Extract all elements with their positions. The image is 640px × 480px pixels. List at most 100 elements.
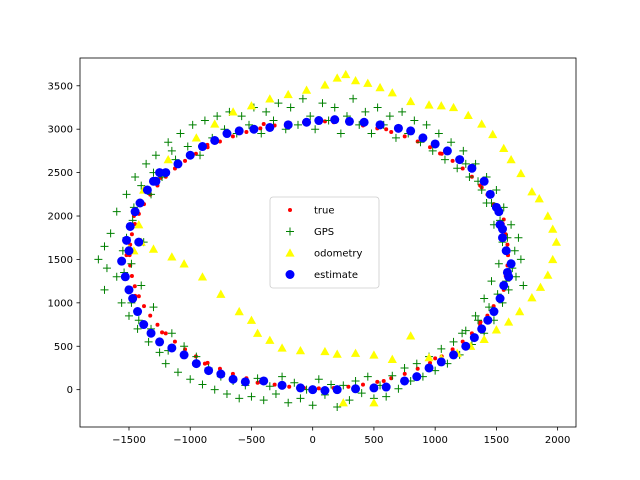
data-point-estimate: [494, 207, 504, 217]
data-point-odometry: [148, 244, 159, 253]
data-point-odometry: [210, 119, 220, 128]
data-point-true: [346, 384, 351, 389]
data-point-odometry: [387, 88, 397, 97]
data-point-estimate: [240, 377, 250, 387]
data-point-gps: [330, 103, 339, 112]
data-point-odometry: [535, 282, 546, 291]
data-point-true: [136, 294, 141, 299]
data-point-gps: [167, 146, 176, 155]
data-point-odometry: [341, 69, 351, 79]
data-point-odometry: [527, 187, 537, 196]
data-point-odometry: [516, 168, 526, 178]
data-point-gps: [477, 185, 486, 194]
data-point-gps: [102, 264, 111, 273]
data-point-gps: [507, 220, 516, 229]
data-point-true: [160, 330, 165, 335]
data-point-gps: [164, 138, 173, 147]
legend-marker-true: [288, 208, 292, 212]
data-point-gps: [94, 255, 103, 264]
data-point-estimate: [197, 142, 207, 152]
data-point-estimate: [483, 315, 493, 325]
data-point-true: [202, 361, 207, 366]
data-point-gps: [188, 120, 197, 129]
data-point-estimate: [122, 235, 132, 245]
data-point-estimate: [418, 133, 428, 143]
data-point-gps: [410, 116, 419, 125]
data-point-gps: [492, 185, 501, 194]
data-point-estimate: [155, 337, 165, 347]
x-tick-label: −500: [238, 435, 265, 446]
data-point-gps: [144, 337, 153, 346]
data-point-estimate: [210, 135, 220, 145]
data-point-gps: [298, 94, 307, 103]
data-point-estimate: [314, 116, 324, 126]
data-point-estimate: [430, 139, 440, 149]
data-point-gps: [196, 151, 205, 160]
data-point-gps: [485, 303, 494, 312]
data-point-estimate: [117, 256, 127, 266]
data-point-odometry: [369, 350, 379, 359]
legend: true GPS odometry estimate: [269, 196, 380, 289]
data-point-estimate: [142, 185, 152, 195]
data-point-estimate: [504, 272, 514, 282]
data-point-estimate: [461, 341, 471, 351]
data-point-estimate: [479, 176, 489, 186]
data-point-gps: [345, 396, 354, 405]
data-point-gps: [137, 181, 146, 190]
legend-label: odometry: [314, 249, 363, 260]
data-point-gps: [237, 112, 246, 121]
data-point-estimate: [130, 207, 140, 217]
data-point-gps: [373, 103, 382, 112]
data-point-estimate: [455, 155, 465, 165]
data-point-gps: [210, 385, 219, 394]
data-point-odometry: [406, 96, 416, 106]
data-point-odometry: [548, 224, 558, 233]
data-point-estimate: [369, 383, 379, 393]
data-point-gps: [180, 342, 189, 351]
data-point-estimate: [133, 307, 143, 317]
data-point-gps: [271, 390, 280, 399]
data-point-gps: [100, 285, 109, 294]
x-tick-label: −1500: [112, 435, 146, 446]
data-point-gps: [137, 281, 146, 290]
data-point-gps: [499, 203, 508, 212]
data-point-estimate: [506, 259, 516, 269]
data-point-odometry: [534, 194, 544, 203]
data-point-true: [478, 319, 483, 324]
y-tick-label: 3500: [48, 81, 73, 92]
data-point-gps: [183, 142, 192, 151]
data-point-estimate: [406, 126, 416, 136]
data-point-gps: [274, 99, 283, 108]
data-point-gps: [487, 277, 496, 286]
data-point-estimate: [228, 374, 238, 384]
data-point-true: [272, 382, 277, 387]
data-point-gps: [100, 242, 109, 251]
data-point-gps: [482, 198, 491, 207]
x-tick-label: 2000: [545, 435, 570, 446]
data-point-estimate: [436, 357, 446, 367]
data-point-true: [433, 356, 438, 361]
data-point-true: [316, 386, 321, 391]
data-point-estimate: [351, 384, 361, 394]
data-point-gps: [494, 259, 503, 268]
data-point-true: [230, 134, 235, 139]
data-point-true: [155, 322, 160, 327]
data-point-estimate: [330, 115, 340, 125]
data-point-odometry: [369, 398, 379, 407]
data-point-odometry: [216, 289, 226, 298]
x-tick-label: 500: [364, 435, 383, 446]
data-point-estimate: [124, 285, 134, 295]
data-point-gps: [453, 164, 462, 173]
data-point-odometry: [548, 254, 558, 264]
data-point-odometry: [167, 252, 177, 261]
data-point-odometry: [515, 306, 525, 316]
legend-label: estimate: [314, 270, 358, 281]
points-layer: [94, 69, 562, 412]
data-point-estimate: [155, 168, 165, 178]
data-point-estimate: [381, 382, 391, 392]
data-point-true: [450, 347, 455, 352]
data-point-gps: [400, 363, 409, 372]
data-point-odometry: [197, 272, 208, 281]
data-point-true: [384, 127, 389, 132]
